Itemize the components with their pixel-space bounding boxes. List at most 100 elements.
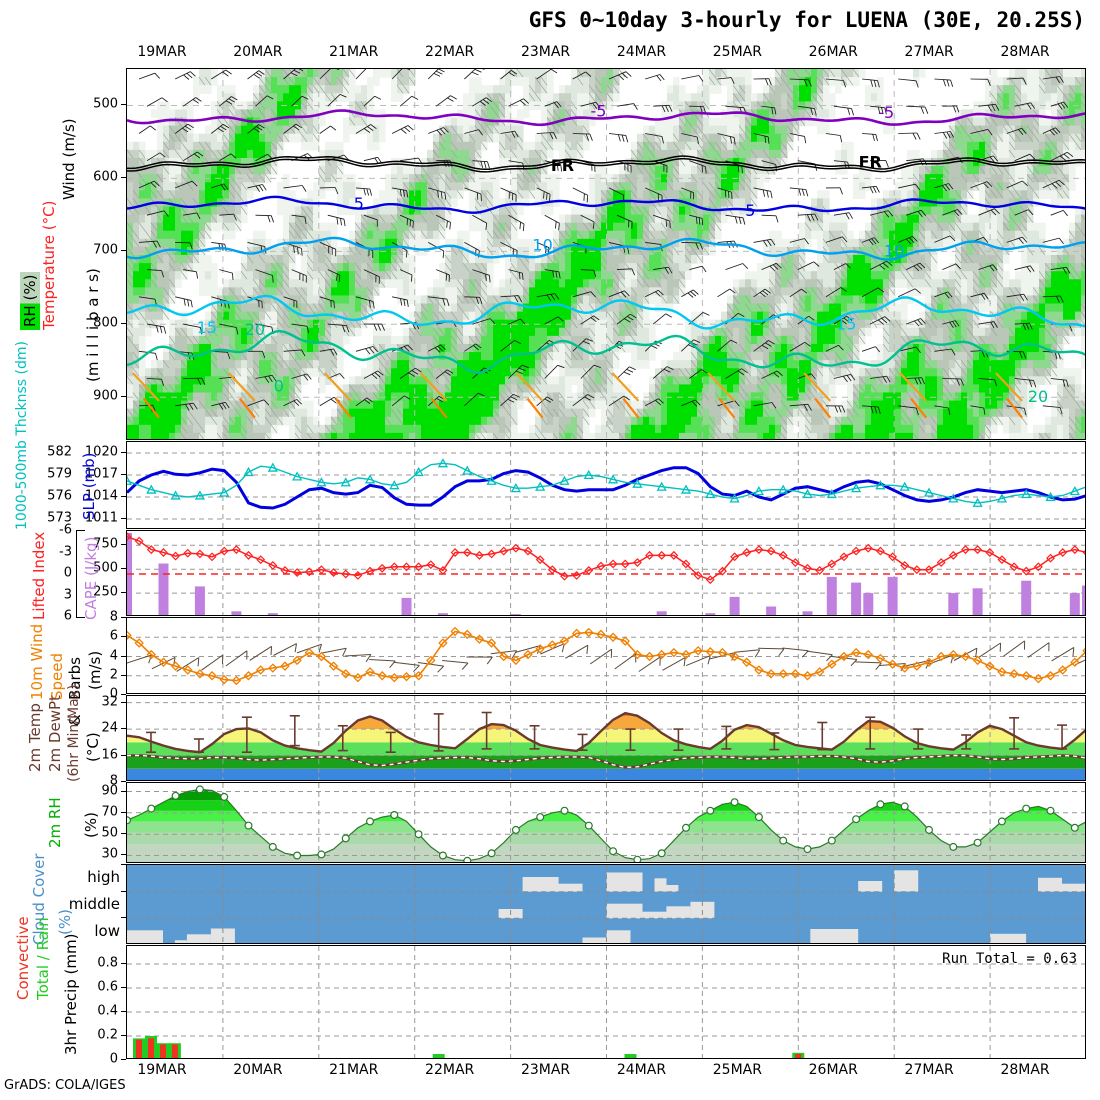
- wind-tick-label: 0: [109, 686, 118, 702]
- date-tick-label: 22MAR: [425, 44, 475, 60]
- temp-tick-label: 24: [101, 720, 118, 736]
- rh-tick-label: 30: [101, 846, 118, 862]
- pressure-tick-label: 800: [93, 315, 118, 331]
- legend-rh: RH (%): [20, 271, 40, 330]
- date-tick-label: 26MAR: [808, 1062, 858, 1078]
- axis-title-convective: Convective: [14, 916, 32, 1000]
- lifted-index-bracket: [76, 530, 85, 618]
- axis-title-temp-units: (°C): [84, 732, 102, 762]
- date-tick-label: 19MAR: [137, 1062, 187, 1078]
- rh-tick-label: 50: [101, 825, 118, 841]
- cloud-row-label: middle: [68, 895, 120, 913]
- date-tick-label: 21MAR: [329, 1062, 379, 1078]
- cloud-row-label: low: [94, 921, 120, 940]
- axis-title-lifted-index: Lifted Index: [30, 531, 48, 620]
- contour-label: -5: [591, 101, 607, 120]
- contour-label: 20: [245, 320, 265, 339]
- axis-title-minmax: (6hr Min/Max): [66, 684, 82, 782]
- date-tick-label: 19MAR: [137, 44, 187, 60]
- axis-title-speed: Speed: [48, 652, 66, 700]
- panel-2m-rh: [126, 782, 1086, 863]
- axis-title-precip: 3hr Precip (mm): [62, 933, 80, 1055]
- contour-label: 10: [532, 236, 552, 255]
- panel-cape-lifted-index: [126, 530, 1086, 616]
- pressure-tick-label: 500: [93, 96, 118, 112]
- axis-title-slp: SLP (mb): [80, 452, 98, 520]
- cloud-row-label: high: [87, 868, 120, 887]
- lifted-index-tick-label: 0: [63, 565, 72, 581]
- contour-label: -5: [878, 103, 894, 122]
- date-tick-label: 28MAR: [1000, 44, 1050, 60]
- contour-label: FR: [859, 152, 882, 171]
- panel-10m-wind: [126, 617, 1086, 694]
- axis-title-2m-dewpt: 2m DewPt: [46, 695, 64, 772]
- axis-title-thickness: 1000-500mb Thcknss (dm): [14, 341, 30, 530]
- axis-title-cloud-units: (%): [56, 909, 74, 935]
- wind-tick-label: 8: [109, 609, 118, 625]
- lifted-index-tick-label: -3: [59, 544, 72, 559]
- date-tick-label: 22MAR: [425, 1062, 475, 1078]
- axis-title-10m-wind: 10m Wind: [28, 623, 46, 700]
- rh-tick-label: 70: [101, 804, 118, 820]
- temp-tick-label: 32: [101, 694, 118, 710]
- thickness-tick-label: 576: [47, 488, 72, 504]
- date-tick-label: 27MAR: [904, 44, 954, 60]
- slp-tick-label: 1020: [84, 444, 118, 460]
- contour-label: 0: [274, 376, 284, 395]
- axis-title-2m-temp: 2m Temp: [26, 703, 44, 772]
- date-tick-label: 25MAR: [712, 44, 762, 60]
- contour-label: 10: [884, 241, 904, 260]
- date-tick-label: 20MAR: [233, 44, 283, 60]
- thickness-tick-label: 582: [47, 444, 72, 460]
- wind-tick-label: 4: [109, 648, 118, 663]
- axis-title-2m-rh: 2m RH: [46, 797, 64, 848]
- axis-title-millibars: (m i l l i b a r s): [84, 267, 102, 382]
- precip-tick-label: 0: [109, 1051, 118, 1067]
- date-tick-label: 23MAR: [520, 1062, 571, 1078]
- axis-title-cape: CAPE (J/kg): [82, 536, 100, 620]
- precip-tick-label: 0.8: [97, 955, 118, 971]
- cape-tick-label: 500: [93, 560, 118, 576]
- contour-label: 5: [354, 194, 364, 213]
- contour-label: 5: [745, 201, 755, 220]
- date-tick-label: 20MAR: [233, 1062, 283, 1078]
- precip-tick-label: 0.6: [97, 979, 118, 995]
- panel-slp-thickness: [126, 441, 1086, 529]
- contour-label: 20: [1028, 387, 1048, 406]
- axis-title-wind-units: (m/s): [86, 650, 104, 690]
- cape-tick-label: 250: [93, 584, 118, 600]
- slp-tick-label: 1017: [84, 466, 118, 482]
- axis-title-rh-units: (%): [82, 812, 100, 838]
- thickness-tick-label: 579: [47, 466, 72, 482]
- date-tick-label: 27MAR: [904, 1062, 954, 1078]
- pressure-tick-label: 900: [93, 388, 118, 404]
- panel-upper-air: -5 -5 FR FR 5 5 10 10 15 15 20 20 0: [126, 68, 1086, 440]
- temp-tick-label: 16: [101, 747, 118, 763]
- slp-tick-label: 1011: [84, 510, 118, 526]
- page-title: GFS 0~10day 3-hourly for LUENA (30E, 20.…: [528, 8, 1085, 32]
- pressure-tick-label: 600: [93, 169, 118, 185]
- lifted-index-tick-label: 3: [63, 587, 72, 602]
- credit-label: GrADS: COLA/IGES: [4, 1078, 126, 1093]
- wind-tick-label: 6: [109, 628, 118, 644]
- panel-2m-temp: [126, 695, 1086, 781]
- panel-precip: [126, 945, 1086, 1059]
- date-tick-label: 28MAR: [1000, 1062, 1050, 1078]
- date-tick-label: 23MAR: [520, 44, 571, 60]
- lifted-index-tick-label: 6: [63, 608, 72, 624]
- panel-cloud-cover: [126, 864, 1086, 944]
- slp-tick-label: 1014: [84, 488, 118, 504]
- date-tick-label: 24MAR: [616, 1062, 667, 1078]
- legend-wind: Wind (m/s): [60, 118, 78, 200]
- cape-tick-label: 750: [93, 536, 118, 552]
- rh-tick-label: 90: [101, 783, 118, 799]
- pressure-tick-label: 700: [93, 242, 118, 258]
- contour-label: 15: [197, 318, 217, 337]
- run-total-label: Run Total = 0.63: [942, 951, 1077, 967]
- lifted-index-tick-label: -6: [59, 522, 72, 538]
- contour-label: 15: [836, 314, 856, 333]
- legend-temperature: Temperature (°C): [40, 200, 58, 330]
- precip-tick-label: 0.2: [97, 1027, 118, 1043]
- contour-label: FR: [551, 156, 574, 175]
- precip-tick-label: 0.4: [97, 1003, 118, 1019]
